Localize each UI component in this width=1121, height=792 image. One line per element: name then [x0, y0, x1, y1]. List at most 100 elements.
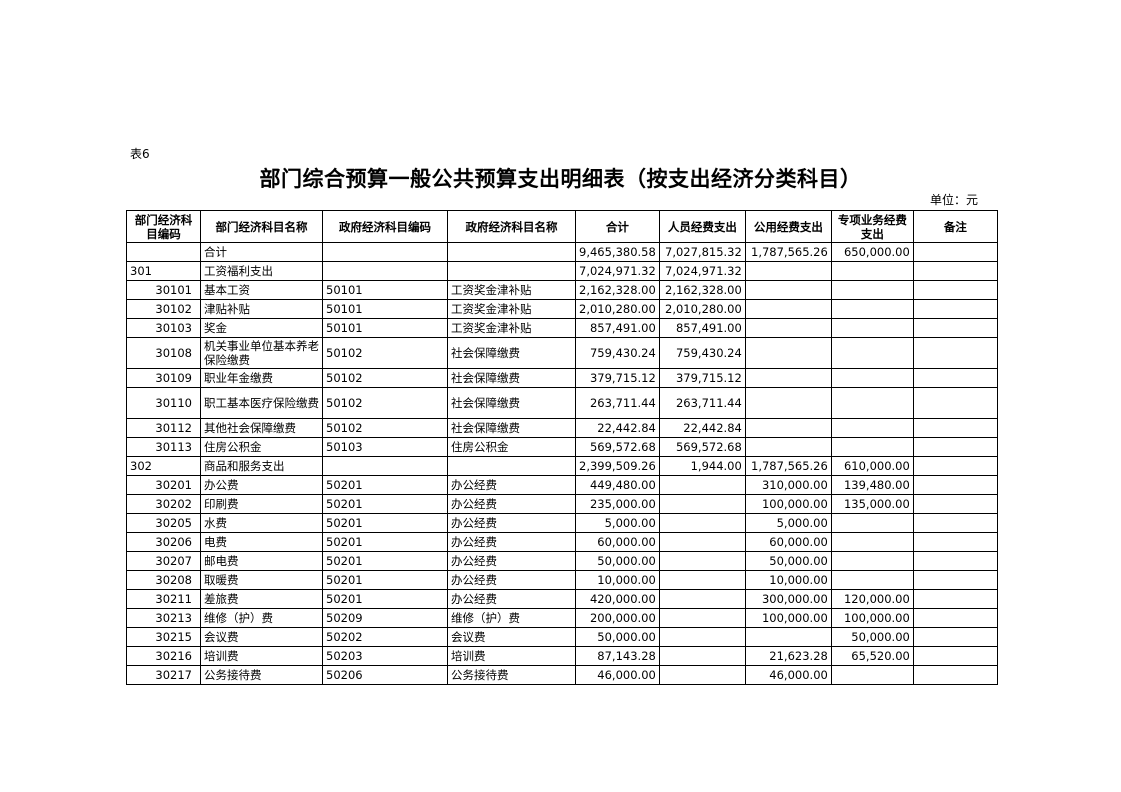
cell-total: 46,000.00: [575, 665, 660, 685]
cell-personnel: [658, 532, 746, 552]
table-row: 301 工资福利支出 7,024,971.32 7,024,971.32: [126, 261, 998, 281]
cell-dept-code: 30108: [126, 337, 201, 369]
cell-public: [744, 299, 832, 319]
cell-remark: [912, 646, 998, 666]
cell-gov-name: 办公经费: [447, 551, 576, 571]
cell-gov-code: 50203: [322, 646, 448, 666]
cell-dept-name: 津贴补贴: [200, 299, 323, 319]
cell-special: [830, 318, 914, 338]
cell-personnel: [658, 589, 746, 609]
cell-remark: [912, 570, 998, 590]
cell-gov-name: 办公经费: [447, 570, 576, 590]
cell-personnel: [658, 551, 746, 571]
cell-remark: [912, 456, 998, 476]
table-row: 30205 水费 50201 办公经费 5,000.00 5,000.00: [126, 513, 998, 533]
cell-personnel: [658, 494, 746, 514]
cell-special: [830, 551, 914, 571]
cell-dept-name: 公务接待费: [200, 665, 323, 685]
column-header-remark: 备注: [912, 210, 998, 243]
cell-dept-code: 30201: [126, 475, 201, 495]
page-title: 部门综合预算一般公共预算支出明细表（按支出经济分类科目）: [259, 167, 862, 191]
cell-dept-code: 30215: [126, 627, 201, 647]
cell-public: 1,787,565.26: [744, 242, 832, 262]
cell-dept-name: 住房公积金: [200, 437, 323, 457]
column-header-personnel: 人员经费支出: [658, 210, 746, 243]
cell-special: [830, 437, 914, 457]
table-row: 30108 机关事业单位基本养老保险缴费 50102 社会保障缴费 759,430.24…: [126, 337, 998, 369]
cell-gov-code: 50201: [322, 494, 448, 514]
cell-gov-name: 办公经费: [447, 532, 576, 552]
column-header-total: 合计: [575, 210, 660, 243]
cell-total: 60,000.00: [575, 532, 660, 552]
cell-public: 300,000.00: [744, 589, 832, 609]
cell-personnel: [658, 570, 746, 590]
cell-dept-name: 培训费: [200, 646, 323, 666]
table-row: 30215 会议费 50202 会议费 50,000.00 50,000.00: [126, 627, 998, 647]
cell-special: [830, 513, 914, 533]
cell-total: 420,000.00: [575, 589, 660, 609]
cell-dept-code: 30217: [126, 665, 201, 685]
cell-gov-name: 工资奖金津补贴: [447, 299, 576, 319]
cell-public: [744, 368, 832, 388]
cell-dept-name: 电费: [200, 532, 323, 552]
cell-personnel: [658, 513, 746, 533]
cell-dept-code: 30207: [126, 551, 201, 571]
cell-public: [744, 318, 832, 338]
cell-total: 2,399,509.26: [575, 456, 660, 476]
cell-special: [830, 387, 914, 419]
cell-gov-name: 工资奖金津补贴: [447, 280, 576, 300]
cell-dept-name: 水费: [200, 513, 323, 533]
cell-total: 22,442.84: [575, 418, 660, 438]
cell-gov-name: 办公经费: [447, 589, 576, 609]
cell-gov-code: 50201: [322, 475, 448, 495]
column-header-gov-code: 政府经济科目编码: [322, 210, 448, 243]
cell-gov-name: 办公经费: [447, 475, 576, 495]
cell-dept-code: 30102: [126, 299, 201, 319]
table-row: 30207 邮电费 50201 办公经费 50,000.00 50,000.00: [126, 551, 998, 571]
header-row: 部门经济科目编码 部门经济科目名称 政府经济科目编码 政府经济科目名称 合计 人员经费支出…: [126, 210, 998, 243]
cell-dept-name: 工资福利支出: [200, 261, 323, 281]
cell-special: 50,000.00: [830, 627, 914, 647]
cell-gov-code: 50102: [322, 337, 448, 369]
cell-dept-code: 30211: [126, 589, 201, 609]
cell-dept-name: 取暖费: [200, 570, 323, 590]
cell-total: 759,430.24: [575, 337, 660, 369]
cell-gov-name: 社会保障缴费: [447, 368, 576, 388]
cell-remark: [912, 280, 998, 300]
cell-public: 1,787,565.26: [744, 456, 832, 476]
table-row: 30216 培训费 50203 培训费 87,143.28 21,623.28 65,520…: [126, 646, 998, 666]
table-row: 30206 电费 50201 办公经费 60,000.00 60,000.00: [126, 532, 998, 552]
cell-total: 7,024,971.32: [575, 261, 660, 281]
cell-public: 50,000.00: [744, 551, 832, 571]
cell-personnel: [658, 665, 746, 685]
cell-remark: [912, 337, 998, 369]
cell-gov-name: 培训费: [447, 646, 576, 666]
cell-personnel: 759,430.24: [658, 337, 746, 369]
cell-dept-code: [126, 242, 201, 262]
cell-gov-name: [447, 456, 576, 476]
cell-dept-code: 30103: [126, 318, 201, 338]
cell-dept-code: 30205: [126, 513, 201, 533]
table-row: 30101 基本工资 50101 工资奖金津补贴 2,162,328.00 2,162,3…: [126, 280, 998, 300]
cell-total: 379,715.12: [575, 368, 660, 388]
cell-special: 100,000.00: [830, 608, 914, 628]
cell-dept-name: 印刷费: [200, 494, 323, 514]
cell-total: 10,000.00: [575, 570, 660, 590]
table-row: 30103 奖金 50101 工资奖金津补贴 857,491.00 857,491.00: [126, 318, 998, 338]
column-header-special: 专项业务经费支出: [830, 210, 914, 243]
cell-public: [744, 280, 832, 300]
cell-remark: [912, 551, 998, 571]
cell-public: [744, 418, 832, 438]
cell-personnel: [658, 627, 746, 647]
cell-total: 449,480.00: [575, 475, 660, 495]
cell-total: 2,162,328.00: [575, 280, 660, 300]
cell-total: 2,010,280.00: [575, 299, 660, 319]
cell-special: [830, 280, 914, 300]
cell-personnel: [658, 646, 746, 666]
cell-remark: [912, 627, 998, 647]
cell-gov-code: [322, 456, 448, 476]
cell-gov-code: 50201: [322, 589, 448, 609]
table-row: 30110 职工基本医疗保险缴费 50102 社会保障缴费 263,711.44 263,…: [126, 387, 998, 419]
cell-special: 650,000.00: [830, 242, 914, 262]
table-row: 30208 取暖费 50201 办公经费 10,000.00 10,000.00: [126, 570, 998, 590]
